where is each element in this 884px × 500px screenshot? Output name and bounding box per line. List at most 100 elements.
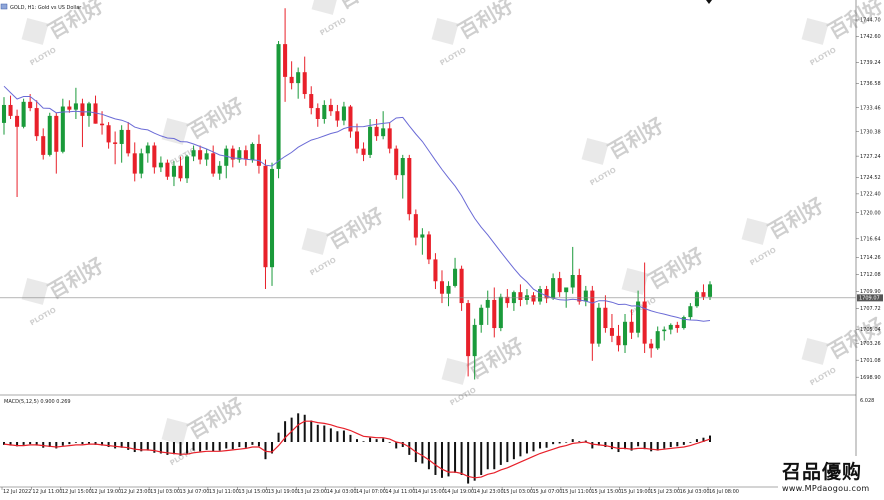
candle-body [60,106,65,152]
price-tick-label: 1716.64 [860,237,881,243]
macd-bar [689,442,692,443]
candle-body [21,101,26,127]
price-tick-label: 1709.90 [860,289,881,295]
time-tick-label: 15 Jul 23:00 [650,489,680,495]
candle-body [439,281,445,294]
price-tick-label: 1714.26 [860,255,881,261]
candle-body [41,136,46,155]
macd-bar [159,442,162,454]
candle-body [86,103,92,116]
candle-body [433,259,438,282]
candle-body [211,153,216,174]
macd-bar [303,414,306,442]
price-tick-label: 1727.24 [860,154,881,160]
candle-body [629,321,634,333]
macd-bar [643,442,646,450]
candle-body [328,104,333,112]
candle-body [446,285,451,294]
time-tick-label: 15 Jul 03:00 [503,489,533,495]
chart-legend: GOLD, H1: Gold vs US Dollar [10,5,82,11]
brand-title: 召品優购 [782,461,863,483]
scroll-marker-icon[interactable] [706,0,712,4]
candle-body [73,103,78,110]
candle-body [531,295,536,302]
candle-body [420,234,425,238]
candle-body [381,128,386,137]
macd-bar [271,442,274,454]
macd-bar [316,424,319,442]
macd-bar [231,442,234,450]
current-price-tag [857,294,883,302]
candle-body [694,292,699,307]
candle-body [224,148,229,166]
macd-bar [695,439,698,442]
macd-bar [473,442,476,481]
macd-bar [617,442,620,453]
time-tick-label: 14 Jul 07:00 [356,489,386,495]
price-tick-label: 1744.70 [860,18,881,24]
macd-bar [467,442,470,484]
macd-bar [506,442,509,463]
macd-bar [297,413,300,442]
candle-body [198,150,203,160]
macd-bar [669,442,672,448]
macd-bar [349,434,352,442]
macd-bar [571,439,574,442]
time-tick-label: 14 Jul 15:00 [415,489,445,495]
candle-body [374,126,379,137]
current-price-label: 1709.07 [859,296,880,302]
macd-bar [133,442,136,453]
macd-bar [663,442,666,449]
macd-bar [55,442,58,449]
candle-body [570,275,575,288]
candle-body [145,145,150,154]
candle-body [256,143,261,166]
candle-body [668,324,673,330]
candle-body [688,306,693,318]
candle-body [609,328,614,336]
time-tick-label: 14 Jul 03:00 [327,489,357,495]
candle-body [322,104,327,119]
time-tick-label: 14 Jul 19:00 [444,489,474,495]
candle-body [544,289,549,299]
candle-body [152,145,157,168]
macd-signal-line [3,420,711,479]
macd-bar [68,442,71,445]
macd-bar [440,442,443,478]
candle-body [498,296,503,329]
candle-body [675,324,680,329]
macd-bar [336,431,339,442]
candle-body [590,290,595,344]
time-tick-label: 13 Jul 03:00 [150,489,180,495]
candle-body [616,335,621,346]
macd-bar [212,442,215,452]
time-tick-label: 12 Jul 2022 [3,489,31,495]
candle-body [126,129,131,154]
price-panel: 1744.70 1742.60 1739.24 1736.58 1733.46 1730.… [0,0,883,488]
price-tick-label: 1724.52 [860,175,881,181]
brand-badge: 召品優购 www.MPdaogou.com [778,456,882,498]
macd-bar [460,442,463,475]
candle-body [472,324,477,357]
candle-body [622,321,628,346]
macd-bar [702,437,705,442]
candle-body [394,148,399,176]
macd-bar [656,442,659,451]
candle-body [518,292,523,300]
macd-bar [218,442,221,451]
macd-bar [519,442,522,457]
macd-bar [375,439,378,442]
candle-body [185,156,190,179]
candle-body [453,268,458,286]
candle-body [106,125,111,143]
macd-bar [107,442,110,448]
window-control-icon[interactable] [0,3,8,10]
candle-body [407,158,412,215]
macd-bar [578,441,581,442]
macd-bar [127,442,130,450]
candle-body [230,148,235,160]
candle-body [655,331,660,349]
macd-bar [604,442,607,448]
macd-bar [676,442,679,447]
